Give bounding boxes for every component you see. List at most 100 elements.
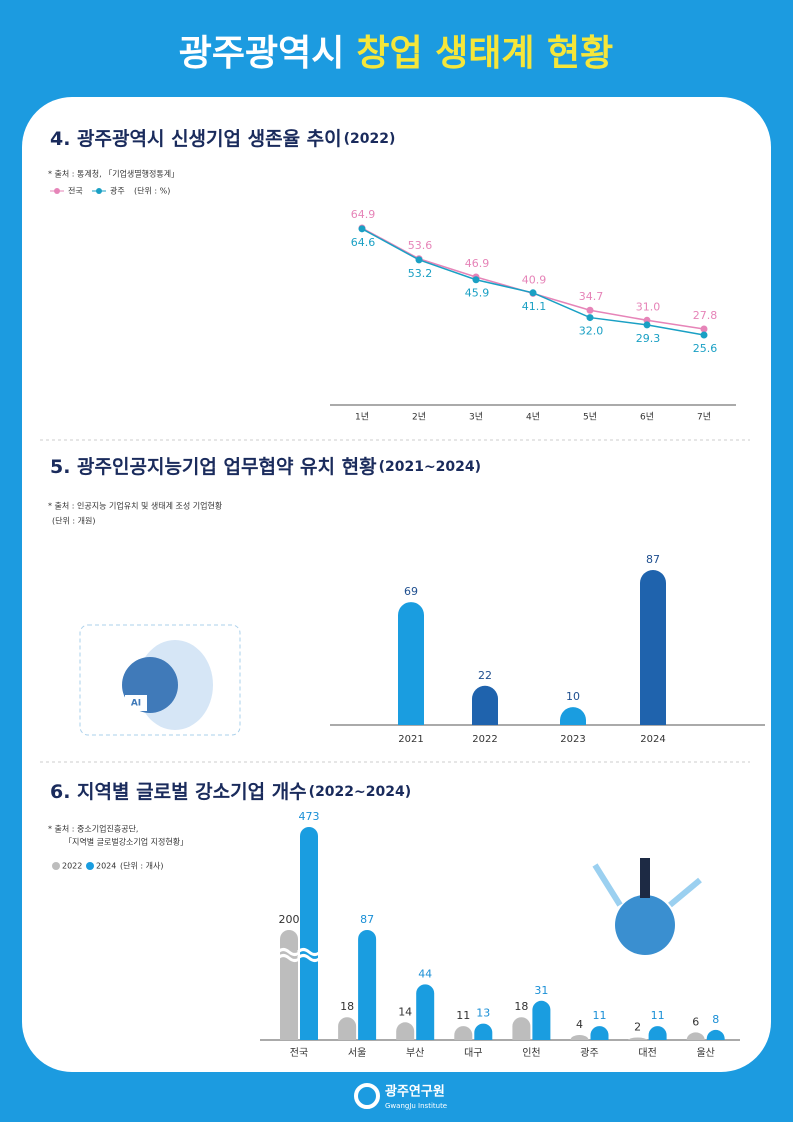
value-label: 64.6 [351,236,376,249]
bar [358,930,377,1040]
page-title: 광주광역시 창업 생태계 현황 [179,33,614,74]
point [358,225,366,233]
value-label: 22 [478,669,492,682]
value-label: 69 [404,585,418,598]
x-tick-label: 울산 [696,1047,714,1059]
value-label: 31.0 [636,300,661,313]
legend-label: 2024 [96,862,116,871]
bar [706,1029,725,1040]
value-label: 11 [456,1009,470,1022]
globe-illustration [592,858,702,955]
point [643,321,651,329]
source: * 출처 : 중소기업진흥공단, [48,824,138,834]
x-tick-label: 5년 [583,412,597,423]
title-suffix: (2022~2024) [309,784,411,800]
x-tick-label: 광주 [580,1047,598,1059]
x-tick-label: 3년 [469,412,483,423]
title-suffix: (2021~2024) [379,459,481,475]
source: 「지역별 글로벌강소기업 지정현황」 [64,837,188,847]
bar [512,1017,531,1040]
legend-dot [96,188,102,194]
point [415,256,423,264]
x-tick-label: 7년 [697,412,711,423]
point [529,289,537,297]
x-tick-label: 대구 [464,1047,482,1059]
x-tick-label: 2년 [412,412,426,423]
value-label: 11 [651,1009,665,1022]
bar [628,1037,647,1040]
bar [560,707,586,725]
value-label: 44 [418,967,432,980]
x-tick-label: 2023 [560,734,585,745]
bar [454,1026,473,1040]
bar [416,984,435,1040]
value-label: 4 [576,1018,583,1031]
point [472,276,480,284]
value-label: 18 [514,1000,528,1013]
legend-dot [52,862,60,870]
unit: (단위 : 개사) [120,861,163,871]
point [700,331,708,339]
section-title: 5. 광주인공지능기업 업무협약 유치 현황 (2021~2024) [50,455,481,478]
value-label: 25.6 [693,342,718,355]
value-label: 41.1 [522,300,547,313]
value-label: 46.9 [465,257,490,270]
legend-label: 광주 [110,186,125,196]
point [586,306,594,314]
x-tick-label: 6년 [640,412,654,423]
point [586,314,594,322]
value-label: 53.2 [408,267,433,280]
bar [570,1034,589,1040]
value-label: 10 [566,690,580,703]
bar [640,570,666,725]
x-tick-label: 2022 [472,734,497,745]
bar [648,1026,667,1040]
value-label: 2 [634,1020,641,1033]
value-label: 40.9 [522,273,547,286]
source: * 출처 : 인공지능 기업유치 및 생태계 조성 기업현황 [48,501,223,511]
bar [398,602,424,725]
value-label: 18 [340,1000,354,1013]
x-tick-label: 2021 [398,734,423,745]
value-label: 13 [476,1007,490,1020]
value-label: 6 [692,1015,699,1028]
x-tick-label: 부산 [406,1047,424,1059]
logo-icon [354,1083,380,1109]
value-label: 53.6 [408,239,433,252]
value-label: 29.3 [636,332,661,345]
bar [396,1022,415,1040]
title-text: 5. 광주인공지능기업 업무협약 유치 현황 [50,455,377,478]
x-tick-label: 서울 [348,1047,366,1059]
section-title: 4. 광주광역시 신생기업 생존율 추이 (2022) [50,128,395,150]
section-title: 6. 지역별 글로벌 강소기업 개수 (2022~2024) [50,781,411,803]
value-label: 87 [646,553,660,566]
bar [472,685,498,725]
value-label: 31 [534,984,548,997]
card [22,97,771,1072]
axis-break [296,948,322,962]
x-tick-label: 인천 [522,1047,540,1059]
title-text: 4. 광주광역시 신생기업 생존율 추이 [50,128,342,150]
value-label: 34.7 [579,290,604,303]
value-label: 200 [279,913,300,926]
title-text: 6. 지역별 글로벌 강소기업 개수 [50,781,307,803]
ai-illustration: AI [79,624,241,736]
x-tick-label: 4년 [526,412,540,423]
bar [532,1000,551,1040]
bar [338,1017,357,1040]
legend-dot [86,862,94,870]
x-tick-label: 대전 [638,1047,656,1059]
svg-text:AI: AI [131,699,141,709]
x-tick-label: 1년 [355,412,369,423]
legend-label: 2022 [62,862,82,871]
axis-break [276,948,302,962]
bar [474,1023,493,1040]
bar [686,1032,705,1040]
unit: (단위 : %) [134,186,170,196]
unit: (단위 : 개원) [52,516,95,526]
point [700,325,708,333]
title-suffix: (2022) [344,131,396,147]
value-label: 11 [593,1009,607,1022]
value-label: 8 [712,1013,719,1026]
